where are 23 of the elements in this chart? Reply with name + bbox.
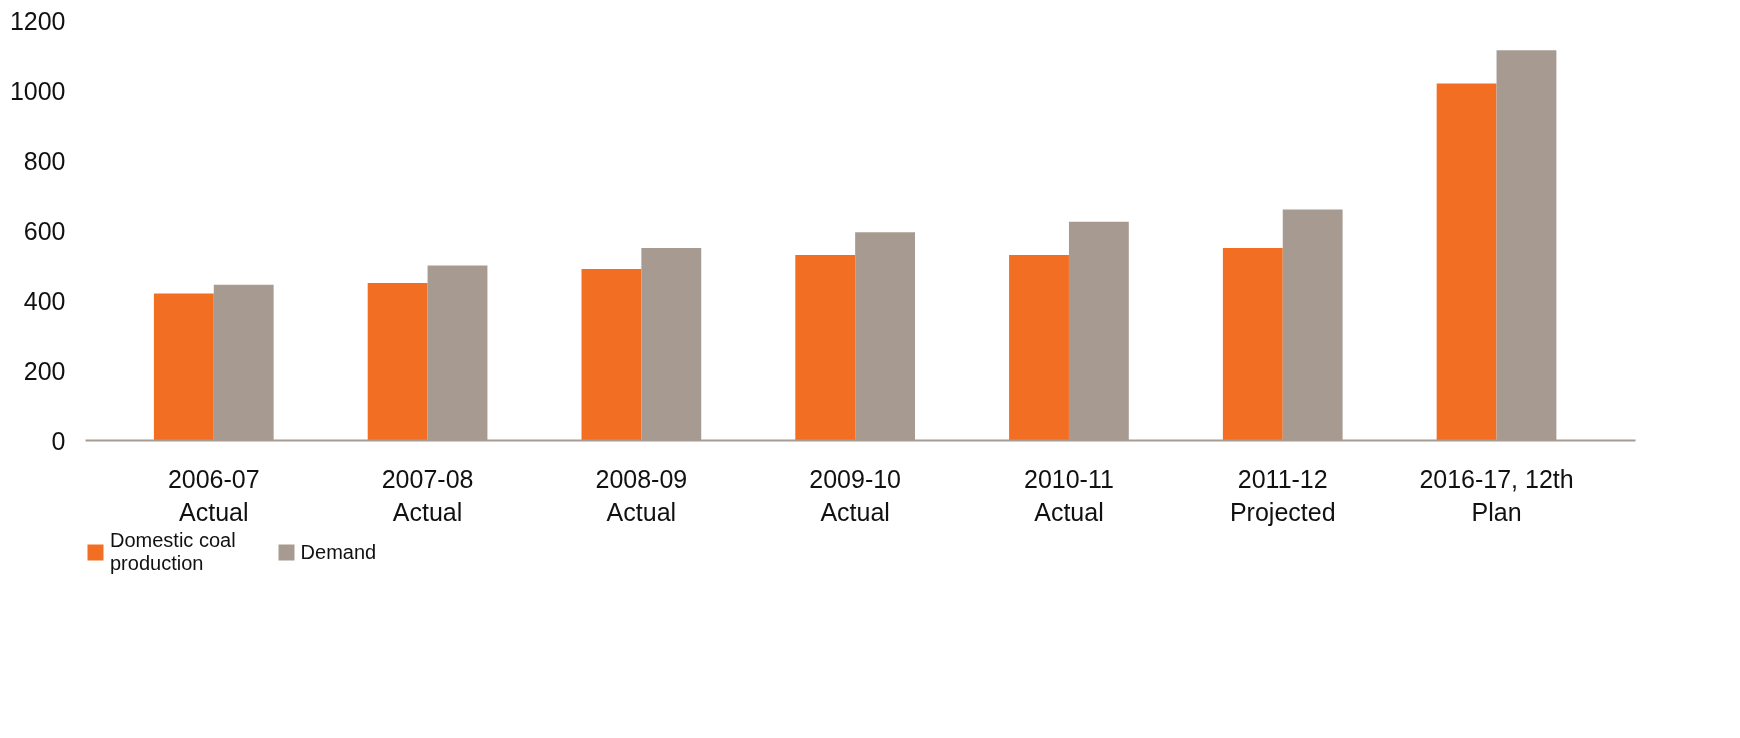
bar xyxy=(1436,83,1497,441)
y-tick-label: 600 xyxy=(23,216,66,245)
y-tick-label: 800 xyxy=(23,146,66,175)
bar xyxy=(581,269,642,441)
y-tick-label: 0 xyxy=(51,426,66,455)
x-tick-label: 2008-09 Actual xyxy=(595,464,688,527)
legend-label: Domestic coal production xyxy=(110,529,236,575)
y-tick-label: 1200 xyxy=(9,6,66,35)
bar xyxy=(1009,255,1069,441)
x-tick-label: 2006-07 Actual xyxy=(167,464,260,527)
x-tick-label: 2009-10 Actual xyxy=(809,464,902,527)
bar xyxy=(367,283,428,441)
x-tick-label: 2007-08 Actual xyxy=(381,464,474,527)
x-tick-label: 2016-17, 12th Plan xyxy=(1419,464,1574,527)
y-tick-label: 400 xyxy=(23,286,66,315)
bar xyxy=(1222,248,1283,441)
bar xyxy=(795,255,856,441)
y-tick-label: 1000 xyxy=(9,76,66,105)
y-tick-label: 200 xyxy=(23,356,66,385)
legend-label: Demand xyxy=(300,540,377,564)
x-tick-label: 2011-12 Projected xyxy=(1229,464,1336,527)
x-tick-label: 2010-11 Actual xyxy=(1024,464,1114,527)
bar xyxy=(153,293,214,441)
